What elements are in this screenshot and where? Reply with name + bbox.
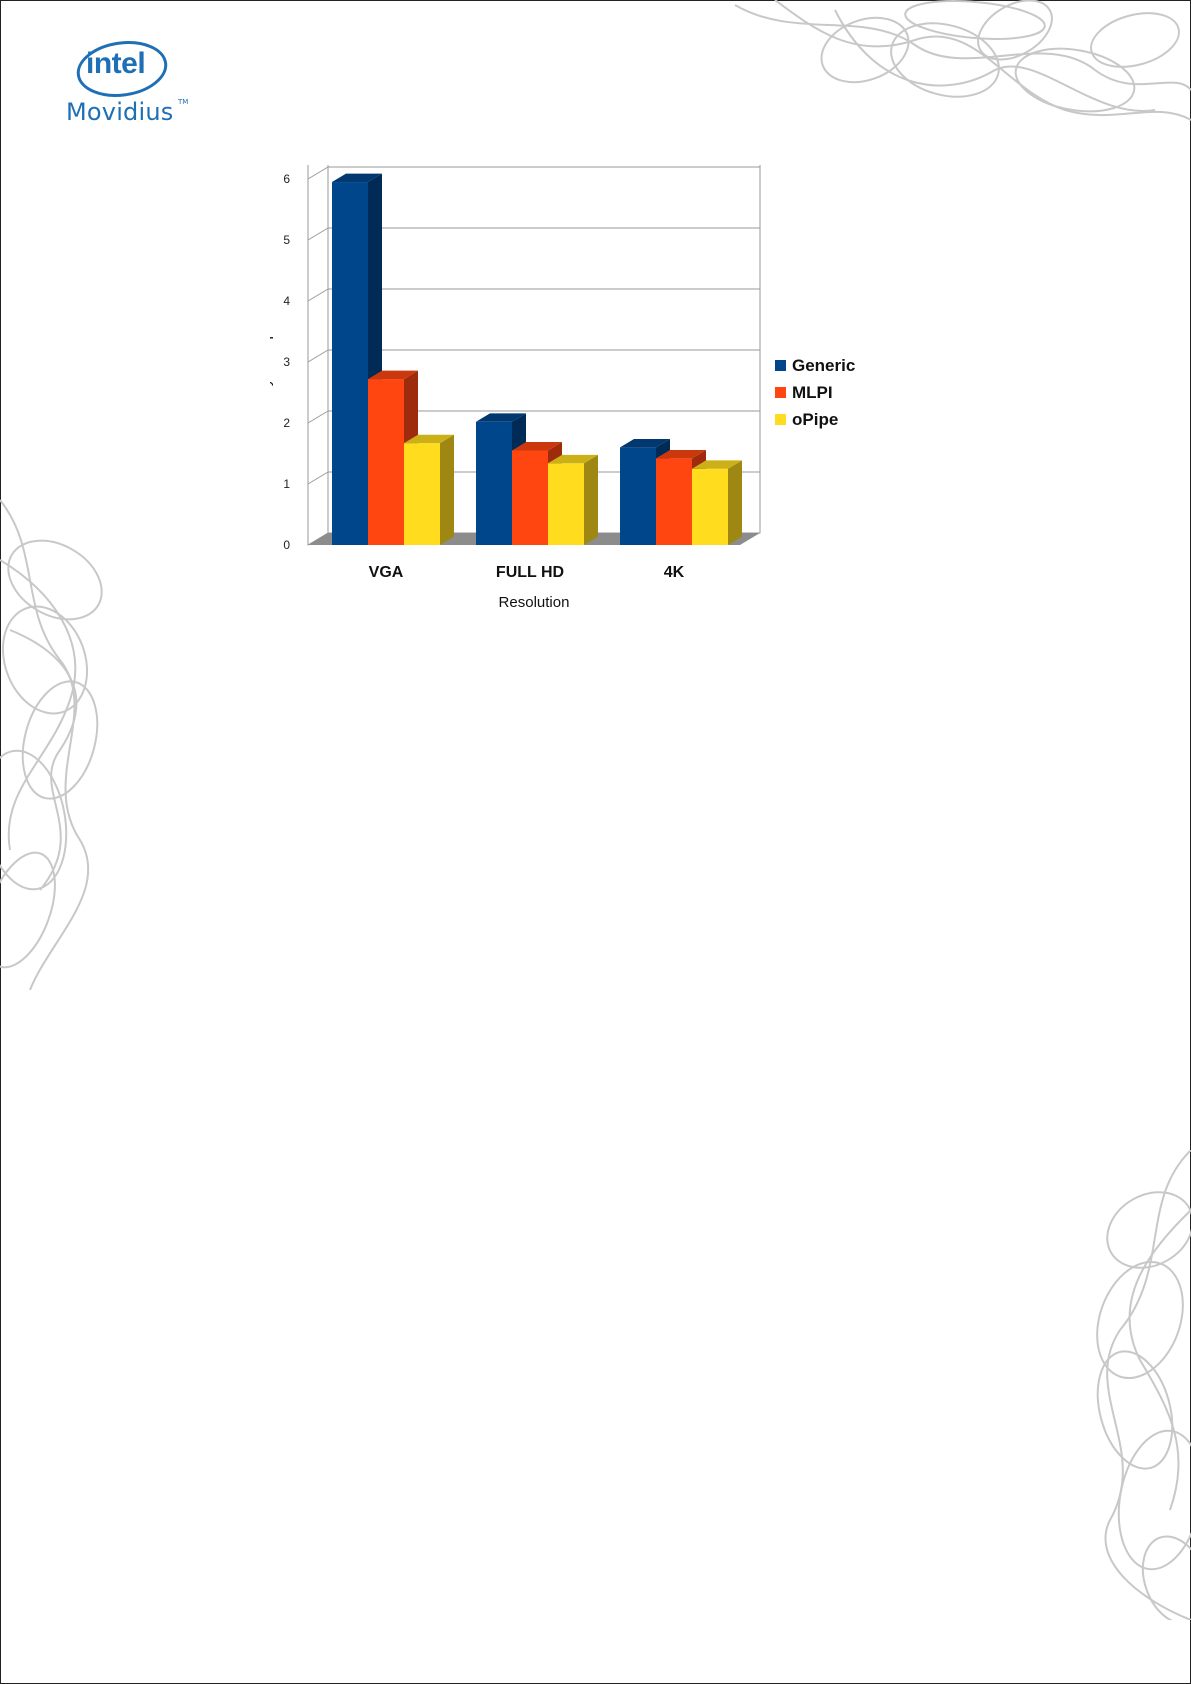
gridline-side [307,288,329,302]
intel-wordmark: intel [86,47,146,80]
y-tick-label: 6 [283,172,290,186]
legend-label: MLPI [792,383,833,402]
swirl-ornament-left [0,499,103,990]
bar [404,443,440,545]
bar [512,450,548,545]
bar [620,447,656,545]
gridline-side [307,227,329,241]
bar-side [584,454,598,545]
gridline-side [307,349,329,363]
legend-swatch [775,360,786,371]
bar-top [332,173,382,183]
bar [692,468,728,545]
legend-swatch [775,387,786,398]
bar-top [404,434,454,444]
x-category-label: VGA [369,564,404,581]
bar-chart: 0 1 2 3 4 5 6 VGA FULL HD 4K Resolution Clock cycle… [270,165,855,611]
intel-swoosh-icon [76,41,168,97]
intel-movidius-logo: intel Movidius TM [60,32,190,132]
legend-label: Generic [792,356,855,375]
bar-top [656,449,706,459]
bar-top [512,442,562,451]
legend-label: oPipe [792,410,838,429]
legend-swatch [775,414,786,425]
bar-top [476,413,526,422]
bar [548,463,584,545]
y-tick-label: 3 [283,355,290,369]
bar [332,182,368,546]
bar-top [548,454,598,464]
chart-side-wall [307,165,329,546]
x-category-label: FULL HD [496,564,564,581]
bar-side [440,434,454,545]
swirl-ornament-top-right [734,0,1191,121]
bar [656,458,692,545]
gridline-side [307,410,329,424]
bar [368,379,404,545]
bar-top [692,460,742,469]
bar-side [728,460,742,545]
y-axis-title: Clock cycles / pixel [270,309,274,436]
x-axis-title: Resolution [499,594,570,611]
bar-top [620,439,670,448]
trademark-mark: TM [178,98,189,106]
bar [476,421,512,545]
y-tick-label: 4 [283,294,290,308]
bar-top [368,370,418,380]
gridline-side [307,166,329,180]
y-tick-label: 0 [283,538,290,552]
y-tick-label: 1 [283,477,290,491]
movidius-wordmark: Movidius [66,98,174,126]
gridline-side [307,471,329,485]
swirl-ornament-bottom-right [1096,1150,1191,1620]
x-category-label: 4K [664,564,685,581]
y-tick-label: 5 [283,233,290,247]
y-tick-label: 2 [283,416,290,430]
